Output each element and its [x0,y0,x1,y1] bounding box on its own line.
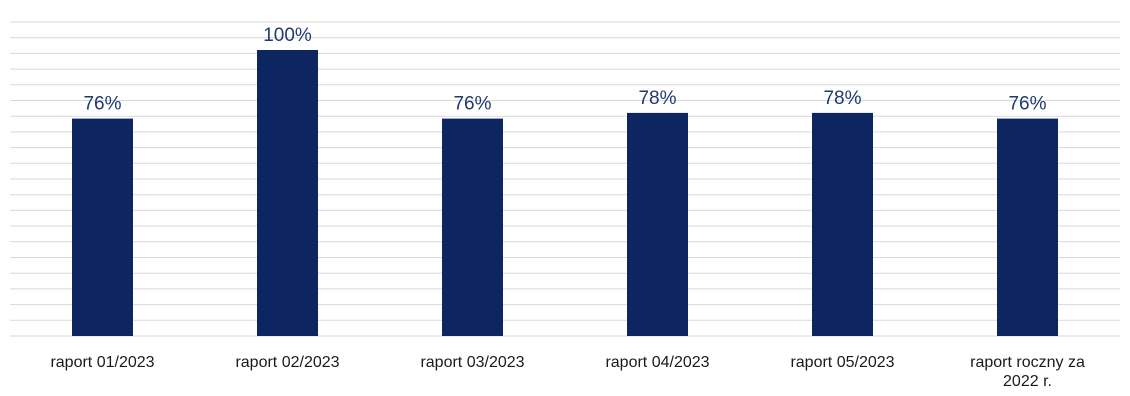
bars [72,50,1058,337]
category-label-line: raport 04/2023 [605,354,709,371]
bar [997,118,1058,336]
category-labels: raport 01/2023 raport 02/2023 raport 03/20… [50,354,1084,390]
data-labels: 76% 100% 76% 78% 78% 76% [83,25,1046,115]
data-label: 76% [83,94,121,115]
category-label-line: 2022 r. [1003,373,1052,390]
gridlines [10,21,1120,337]
data-label: 100% [263,25,312,46]
bar [627,112,688,337]
data-label: 78% [823,88,861,109]
category-label: raport 03/2023 [420,354,524,371]
category-label: raport 02/2023 [235,354,339,371]
bar [442,118,503,336]
category-label: raport 05/2023 [790,354,894,371]
category-label-line: raport 05/2023 [790,354,894,371]
category-label-line: raport 01/2023 [50,354,154,371]
category-label-line: raport 03/2023 [420,354,524,371]
category-label-line: raport 02/2023 [235,354,339,371]
bar [72,118,133,336]
data-label: 76% [1008,94,1046,115]
category-label-line: raport roczny za [970,354,1085,371]
category-label: raport 01/2023 [50,354,154,371]
data-label: 76% [453,94,491,115]
category-label: raport 04/2023 [605,354,709,371]
bar [257,50,318,336]
data-label: 78% [638,88,676,109]
bar [812,112,873,337]
category-label: raport roczny za 2022 r. [970,354,1085,390]
